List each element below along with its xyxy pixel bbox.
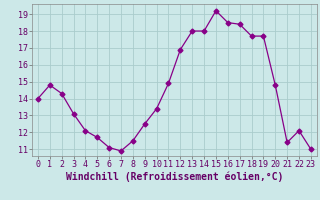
X-axis label: Windchill (Refroidissement éolien,°C): Windchill (Refroidissement éolien,°C) [66,172,283,182]
